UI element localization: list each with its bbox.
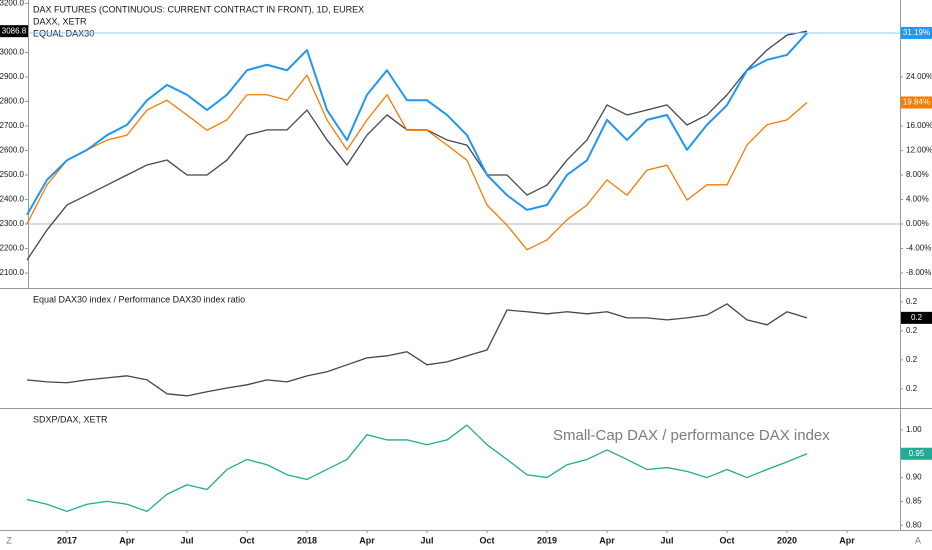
y-tick-label: 2600.0 xyxy=(0,146,25,155)
last-value-box xyxy=(0,25,28,38)
y-tick-label: 16.00% xyxy=(906,121,932,130)
x-tick-label: Jul xyxy=(420,535,433,545)
button[interactable]: A xyxy=(915,535,921,545)
y-tick-label: 2300.0 xyxy=(0,219,25,228)
x-tick-label: Apr xyxy=(359,535,375,545)
series-line xyxy=(26,74,808,251)
legend-entry: DAXX, XETR xyxy=(33,16,87,26)
last-value-box xyxy=(901,26,932,39)
last-value-box xyxy=(901,96,932,109)
y-tick-label: 0.00% xyxy=(906,219,929,228)
x-tick-label: Jul xyxy=(180,535,193,545)
y-tick-label: 2800.0 xyxy=(0,97,25,106)
x-tick-label: 2020 xyxy=(777,535,797,545)
y-tick-label: 0.80 xyxy=(906,520,922,529)
x-tick-label: Apr xyxy=(599,535,615,545)
x-tick-label: 2018 xyxy=(297,535,317,545)
chart-title: DAX FUTURES (CONTINUOUS: CURRENT CONTRAC… xyxy=(33,4,364,14)
annotation: Small-Cap DAX / performance DAX index xyxy=(553,427,830,444)
y-tick-label: 0.2 xyxy=(906,384,918,393)
y-tick-label: 2200.0 xyxy=(0,244,25,253)
x-tick-label: 2019 xyxy=(537,535,557,545)
last-value-label: 19.84% xyxy=(903,98,930,107)
y-tick-label: 3000.0 xyxy=(0,48,25,57)
y-tick-label: 12.00% xyxy=(906,146,932,155)
x-tick-label: Apr xyxy=(119,535,135,545)
y-tick-label: -8.00% xyxy=(906,268,931,277)
y-tick-label: 0.2 xyxy=(906,355,918,364)
x-tick-label: Apr xyxy=(839,535,855,545)
series-line xyxy=(26,424,808,513)
series-line xyxy=(26,303,808,397)
last-value-label: 0.95 xyxy=(909,449,925,458)
y-tick-label: 0.90 xyxy=(906,473,922,482)
y-tick-label: 1.00 xyxy=(906,425,922,434)
y-tick-label: 2100.0 xyxy=(0,268,25,277)
y-tick-label: 0.85 xyxy=(906,497,922,506)
y-tick-label: 2700.0 xyxy=(0,121,25,130)
last-value-label: 0.2 xyxy=(911,313,923,322)
y-tick-label: 8.00% xyxy=(906,170,929,179)
y-tick-label: 2500.0 xyxy=(0,170,25,179)
y-tick-label: 2400.0 xyxy=(0,195,25,204)
last-value-label: 3086.8 xyxy=(2,26,27,35)
x-tick-label: Jul xyxy=(660,535,673,545)
pane-title: SDXP/DAX, XETR xyxy=(33,414,108,424)
x-tick-label: Oct xyxy=(239,535,254,545)
pane-title: Equal DAX30 index / Performance DAX30 in… xyxy=(33,294,245,304)
y-tick-label: 0.2 xyxy=(906,297,918,306)
x-tick-label: Oct xyxy=(719,535,734,545)
y-tick-label: 2900.0 xyxy=(0,72,25,81)
x-tick-label: 2017 xyxy=(57,535,77,545)
last-value-box xyxy=(901,447,932,460)
y-tick-label: 24.00% xyxy=(906,72,932,81)
y-tick-label: 0.2 xyxy=(906,326,918,335)
button[interactable]: Z xyxy=(6,535,12,545)
last-value-box xyxy=(901,311,932,324)
series-line xyxy=(26,32,808,216)
y-tick-label: -4.00% xyxy=(906,244,931,253)
x-tick-label: Oct xyxy=(479,535,494,545)
y-tick-label: 4.00% xyxy=(906,195,929,204)
last-value-label: 31.19% xyxy=(903,28,930,37)
y-tick-label: 3200.0 xyxy=(0,0,25,8)
